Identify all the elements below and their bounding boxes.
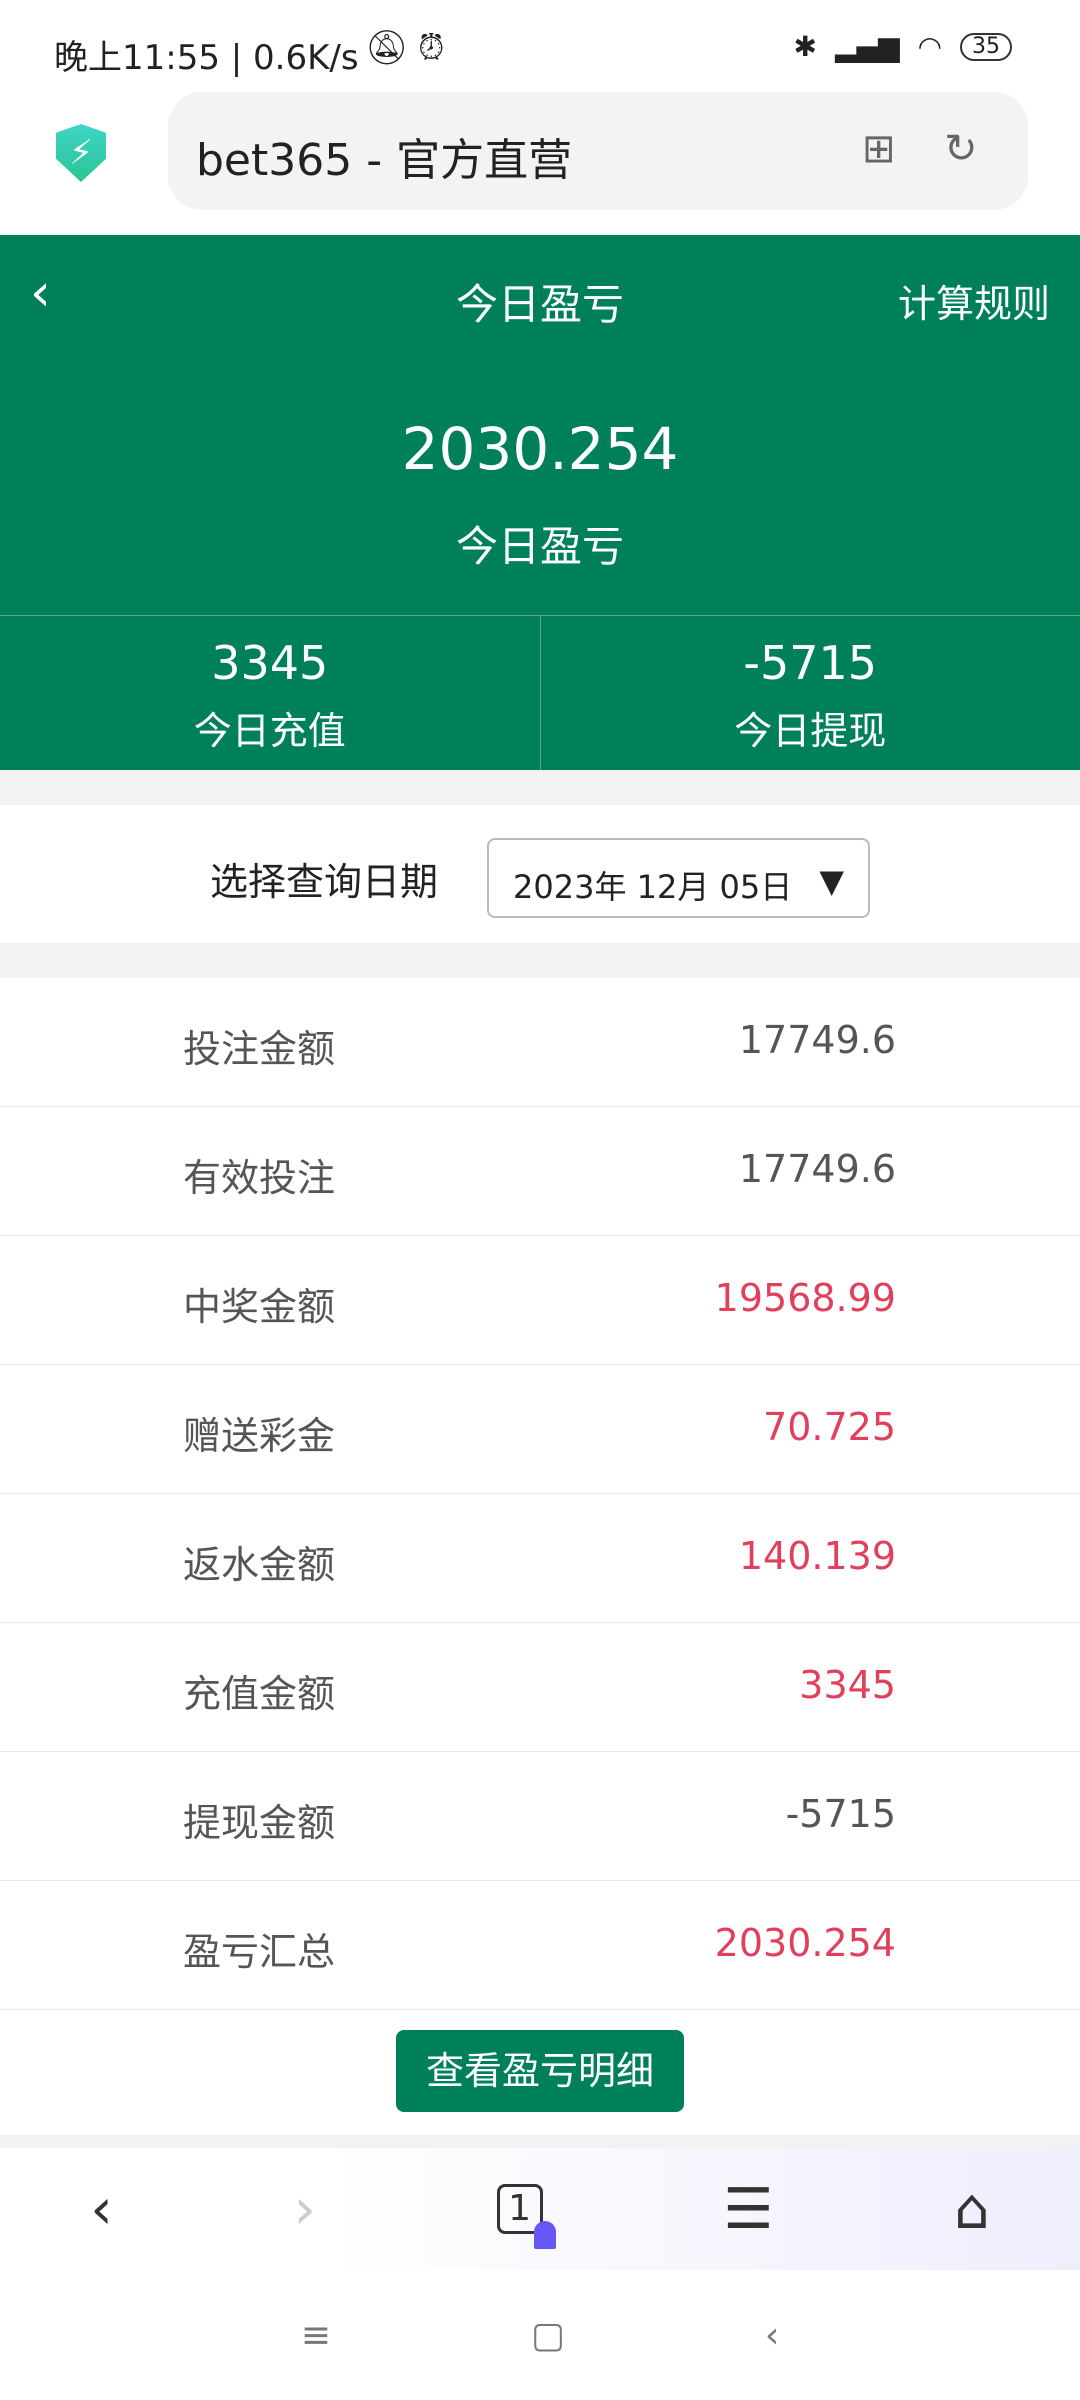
row-label: 提现金额 xyxy=(183,1801,336,1845)
recents-icon[interactable]: ≡ xyxy=(300,2314,331,2356)
view-detail-button[interactable]: 查看盈亏明细 xyxy=(396,2030,684,2112)
page-title: 今日盈亏 xyxy=(455,280,624,329)
home-icon[interactable]: ⌂ xyxy=(954,2176,990,2242)
stats-row: 3345 今日充值 -5715 今日提现 xyxy=(0,615,1080,770)
browser-back-icon[interactable]: ‹ xyxy=(90,2176,113,2242)
profit-header: ‹ 今日盈亏 计算规则 2030.254 今日盈亏 3345 今日充值 -571… xyxy=(0,235,1080,770)
row-value: 19568.99 xyxy=(714,1276,896,1320)
table-row: 充值金额 3345 xyxy=(0,1623,1080,1752)
stat-deposit: 3345 今日充值 xyxy=(0,616,540,770)
table-row: 盈亏汇总 2030.254 xyxy=(0,1881,1080,2010)
date-label: 选择查询日期 xyxy=(210,860,439,904)
table-row: 中奖金额 19568.99 xyxy=(0,1236,1080,1365)
alarm-icon: ⏰︎ xyxy=(418,28,445,68)
date-query-row: 选择查询日期 2023年 12月 05日 ▼ xyxy=(0,805,1080,943)
table-row: 有效投注 17749.6 xyxy=(0,1107,1080,1236)
back-icon[interactable]: ‹ xyxy=(30,263,51,323)
row-label: 赠送彩金 xyxy=(183,1414,336,1458)
tab-count: 1 xyxy=(508,2188,531,2229)
caret-down-icon: ▼ xyxy=(819,862,844,900)
row-value: 2030.254 xyxy=(714,1921,896,1965)
system-nav-bar: ≡ ▢ ‹ xyxy=(0,2270,1080,2400)
profit-label: 今日盈亏 xyxy=(455,522,624,571)
row-value: 3345 xyxy=(799,1663,896,1707)
stat-label: 今日提现 xyxy=(734,709,887,753)
date-value: 2023年 12月 05日 xyxy=(513,868,793,906)
browser-forward-icon[interactable]: › xyxy=(293,2176,316,2242)
refresh-icon[interactable]: ↻ xyxy=(944,126,978,172)
status-icons: ✱ ▂▄▆ ◠ 35 xyxy=(793,30,1012,63)
wifi-icon: ◠ xyxy=(917,30,942,63)
row-label: 返水金额 xyxy=(183,1543,336,1587)
status-bar: 晚上11:55 | 0.6K/s 🔕︎ ⏰︎ ✱ ▂▄▆ ◠ 35 xyxy=(0,0,1080,92)
mute-icon: 🔕︎ xyxy=(365,28,409,68)
table-row: 返水金额 140.139 xyxy=(0,1494,1080,1623)
home-button-icon[interactable]: ▢ xyxy=(530,2314,565,2356)
stat-value: 3345 xyxy=(211,636,329,690)
date-select[interactable]: 2023年 12月 05日 ▼ xyxy=(487,838,870,918)
row-label: 盈亏汇总 xyxy=(183,1930,336,1974)
browser-nav-bar: ‹ › 1 ☰ ⌂ xyxy=(0,2148,1080,2270)
row-label: 充值金额 xyxy=(183,1672,336,1716)
row-label: 有效投注 xyxy=(183,1156,336,1200)
stat-label: 今日充值 xyxy=(193,709,346,753)
address-bar[interactable] xyxy=(168,92,1028,210)
divider xyxy=(0,770,1080,805)
row-value: 140.139 xyxy=(738,1534,896,1578)
url-title[interactable]: bet365 - 官方直营 xyxy=(196,135,573,186)
bookmark-add-icon[interactable]: ⊞ xyxy=(862,126,896,172)
stat-value: -5715 xyxy=(743,636,878,690)
rules-link[interactable]: 计算规则 xyxy=(897,282,1050,326)
tabs-button[interactable]: 1 xyxy=(496,2184,556,2249)
stat-withdraw: -5715 今日提现 xyxy=(539,616,1080,770)
bluetooth-icon: ✱ xyxy=(793,30,817,63)
status-time-speed: 晚上11:55 | 0.6K/s xyxy=(54,38,359,78)
row-value: 17749.6 xyxy=(738,1018,896,1062)
row-value: 70.725 xyxy=(763,1405,896,1449)
table-row: 投注金额 17749.6 xyxy=(0,978,1080,1107)
signal-icon: ▂▄▆ xyxy=(834,30,900,63)
divider xyxy=(0,2135,1080,2148)
battery-icon: 35 xyxy=(960,32,1012,61)
profit-value: 2030.254 xyxy=(401,415,679,483)
security-shield-icon[interactable]: ⚡︎ xyxy=(56,124,106,182)
table-row: 赠送彩金 70.725 xyxy=(0,1365,1080,1494)
menu-icon[interactable]: ☰ xyxy=(723,2176,774,2242)
row-value: -5715 xyxy=(785,1792,896,1836)
incognito-ghost-icon xyxy=(533,2221,556,2249)
row-label: 中奖金额 xyxy=(183,1285,336,1329)
table-row: 提现金额 -5715 xyxy=(0,1752,1080,1881)
row-value: 17749.6 xyxy=(738,1147,896,1191)
system-back-icon[interactable]: ‹ xyxy=(764,2314,780,2356)
divider xyxy=(0,943,1080,978)
row-label: 投注金额 xyxy=(183,1027,336,1071)
